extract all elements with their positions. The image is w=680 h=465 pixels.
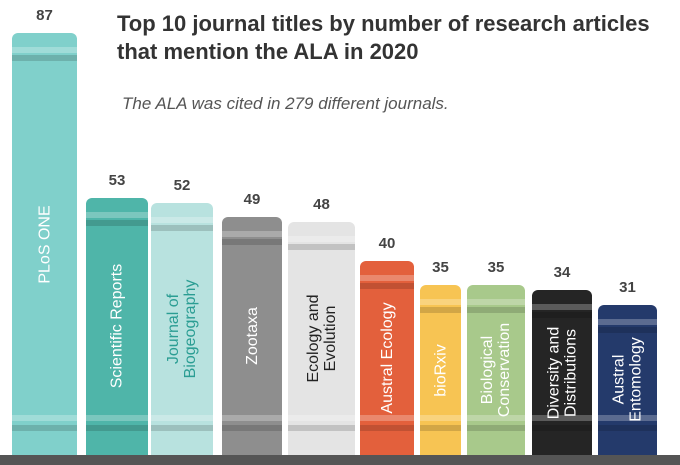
book-title: Biological Conservation [471,305,521,435]
value-label: 52 [152,177,212,194]
value-label: 49 [222,191,282,208]
book-title: Austral Ecology [364,281,410,435]
value-label: 87 [15,7,75,24]
book-title: Diversity and Distributions [536,310,588,435]
book-title: Journal of Biogeography [155,223,209,435]
infographic: Top 10 journal titles by number of resea… [0,0,680,465]
value-label: 31 [598,279,658,296]
value-label: 40 [357,235,417,252]
book-title: Zootaxa [226,237,278,435]
value-label: 48 [292,196,352,213]
chart-title: Top 10 journal titles by number of resea… [117,10,677,66]
value-label: 35 [466,259,526,276]
book-stripe [532,304,592,310]
book-title: PLoS ONE [16,53,73,435]
shelf [0,455,680,465]
book-stripe [12,47,77,53]
value-label: 53 [87,172,147,189]
book-title: Austral Entomology [602,325,653,435]
book-title: Scientific Reports [90,218,144,435]
book-title: bioRxiv [424,305,457,435]
book-stripe [420,299,461,305]
book-title: Ecology and Evolution [292,242,351,435]
value-label: 35 [411,259,471,276]
value-label: 34 [532,264,592,281]
chart-subtitle: The ALA was cited in 279 different journ… [122,94,449,114]
book-stripe [151,217,213,223]
